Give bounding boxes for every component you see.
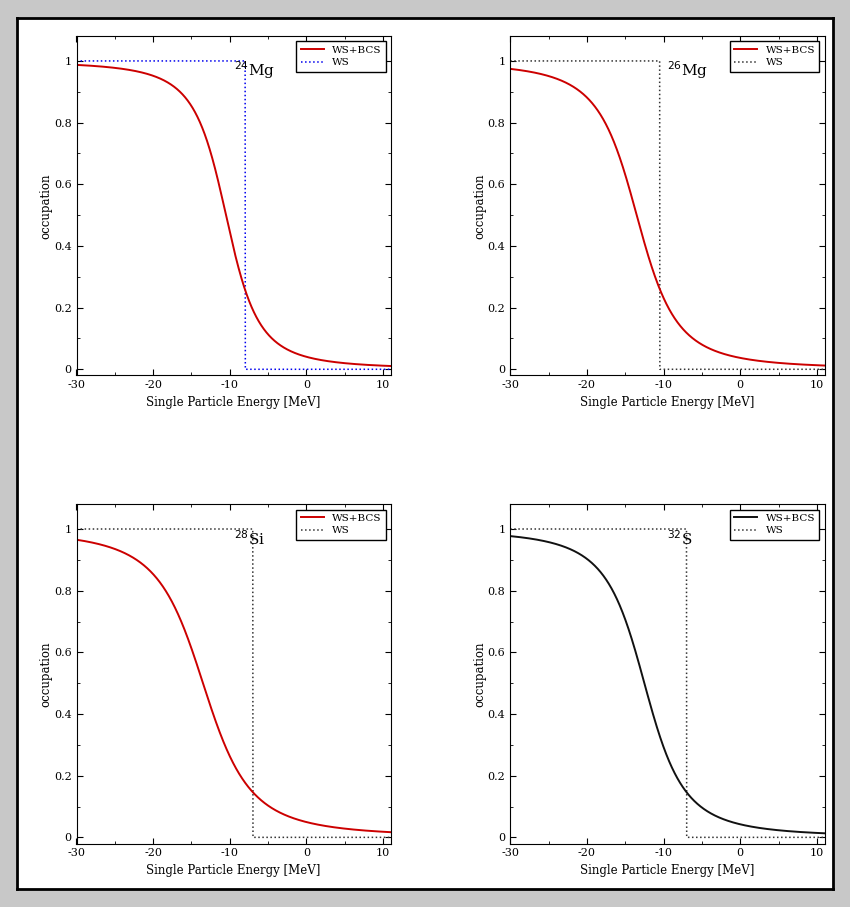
WS xyxy=(346,364,356,375)
WS xyxy=(247,832,258,843)
WS+BCS xyxy=(379,826,389,837)
WS+BCS xyxy=(505,63,515,74)
Legend: WS+BCS, WS: WS+BCS, WS xyxy=(297,42,386,72)
WS xyxy=(380,364,390,375)
WS xyxy=(626,55,636,66)
Line: WS+BCS: WS+BCS xyxy=(76,65,391,366)
WS xyxy=(71,55,82,66)
WS+BCS xyxy=(206,147,216,158)
WS xyxy=(779,832,790,843)
WS xyxy=(206,55,216,66)
WS+BCS xyxy=(541,70,551,81)
Line: WS: WS xyxy=(76,61,391,369)
Text: $^{26}$Mg: $^{26}$Mg xyxy=(667,59,709,81)
WS xyxy=(192,523,202,534)
Y-axis label: occupation: occupation xyxy=(473,173,486,239)
WS xyxy=(559,55,570,66)
WS+BCS xyxy=(346,824,356,834)
WS+BCS xyxy=(192,659,202,670)
Line: WS+BCS: WS+BCS xyxy=(510,69,824,366)
Line: WS: WS xyxy=(510,529,824,837)
WS+BCS xyxy=(386,827,396,838)
WS+BCS xyxy=(813,827,824,838)
WS xyxy=(626,523,636,534)
Y-axis label: occupation: occupation xyxy=(473,641,486,707)
WS xyxy=(541,55,551,66)
WS+BCS xyxy=(206,701,216,712)
WS+BCS xyxy=(626,630,636,641)
WS xyxy=(386,364,396,375)
X-axis label: Single Particle Energy [MeV]: Single Particle Energy [MeV] xyxy=(581,864,755,877)
X-axis label: Single Particle Energy [MeV]: Single Particle Energy [MeV] xyxy=(146,864,320,877)
WS xyxy=(380,832,390,843)
WS xyxy=(71,523,82,534)
WS xyxy=(819,832,830,843)
WS xyxy=(240,364,250,375)
WS+BCS xyxy=(386,361,396,372)
WS+BCS xyxy=(639,238,649,249)
WS+BCS xyxy=(71,534,82,545)
WS xyxy=(126,523,136,534)
WS+BCS xyxy=(126,551,136,561)
WS+BCS xyxy=(107,542,117,553)
WS xyxy=(107,55,117,66)
Text: $^{28}$Si: $^{28}$Si xyxy=(234,529,265,548)
WS xyxy=(682,832,692,843)
WS+BCS xyxy=(107,63,117,73)
Line: WS+BCS: WS+BCS xyxy=(76,540,391,833)
WS+BCS xyxy=(505,531,515,541)
WS+BCS xyxy=(559,541,570,552)
WS xyxy=(107,523,117,534)
WS xyxy=(559,523,570,534)
WS xyxy=(639,55,649,66)
WS xyxy=(346,832,356,843)
WS+BCS xyxy=(346,358,356,369)
WS+BCS xyxy=(559,77,570,88)
WS+BCS xyxy=(813,360,824,371)
WS xyxy=(126,55,136,66)
Line: WS: WS xyxy=(510,61,824,369)
WS xyxy=(654,364,665,375)
WS xyxy=(386,832,396,843)
Y-axis label: occupation: occupation xyxy=(39,173,53,239)
Text: $^{24}$Mg: $^{24}$Mg xyxy=(234,59,275,81)
WS xyxy=(505,523,515,534)
Text: $^{32}$S: $^{32}$S xyxy=(667,529,693,548)
WS+BCS xyxy=(71,60,82,71)
WS+BCS xyxy=(819,828,830,839)
WS xyxy=(813,364,824,375)
WS xyxy=(639,523,649,534)
WS+BCS xyxy=(779,358,790,369)
Legend: WS+BCS, WS: WS+BCS, WS xyxy=(730,42,819,72)
Line: WS+BCS: WS+BCS xyxy=(510,536,824,834)
Y-axis label: occupation: occupation xyxy=(39,641,53,707)
WS+BCS xyxy=(126,64,136,75)
WS xyxy=(813,832,824,843)
WS xyxy=(505,55,515,66)
WS xyxy=(206,523,216,534)
WS+BCS xyxy=(541,536,551,547)
Legend: WS+BCS, WS: WS+BCS, WS xyxy=(730,510,819,540)
WS+BCS xyxy=(379,360,389,371)
WS+BCS xyxy=(639,678,649,688)
Line: WS: WS xyxy=(76,529,391,837)
X-axis label: Single Particle Energy [MeV]: Single Particle Energy [MeV] xyxy=(581,395,755,409)
WS+BCS xyxy=(626,188,636,199)
WS xyxy=(192,55,202,66)
WS+BCS xyxy=(779,825,790,836)
WS xyxy=(779,364,790,375)
WS xyxy=(541,523,551,534)
WS+BCS xyxy=(819,360,830,371)
WS xyxy=(819,364,830,375)
WS+BCS xyxy=(192,111,202,122)
Legend: WS+BCS, WS: WS+BCS, WS xyxy=(297,510,386,540)
X-axis label: Single Particle Energy [MeV]: Single Particle Energy [MeV] xyxy=(146,395,320,409)
